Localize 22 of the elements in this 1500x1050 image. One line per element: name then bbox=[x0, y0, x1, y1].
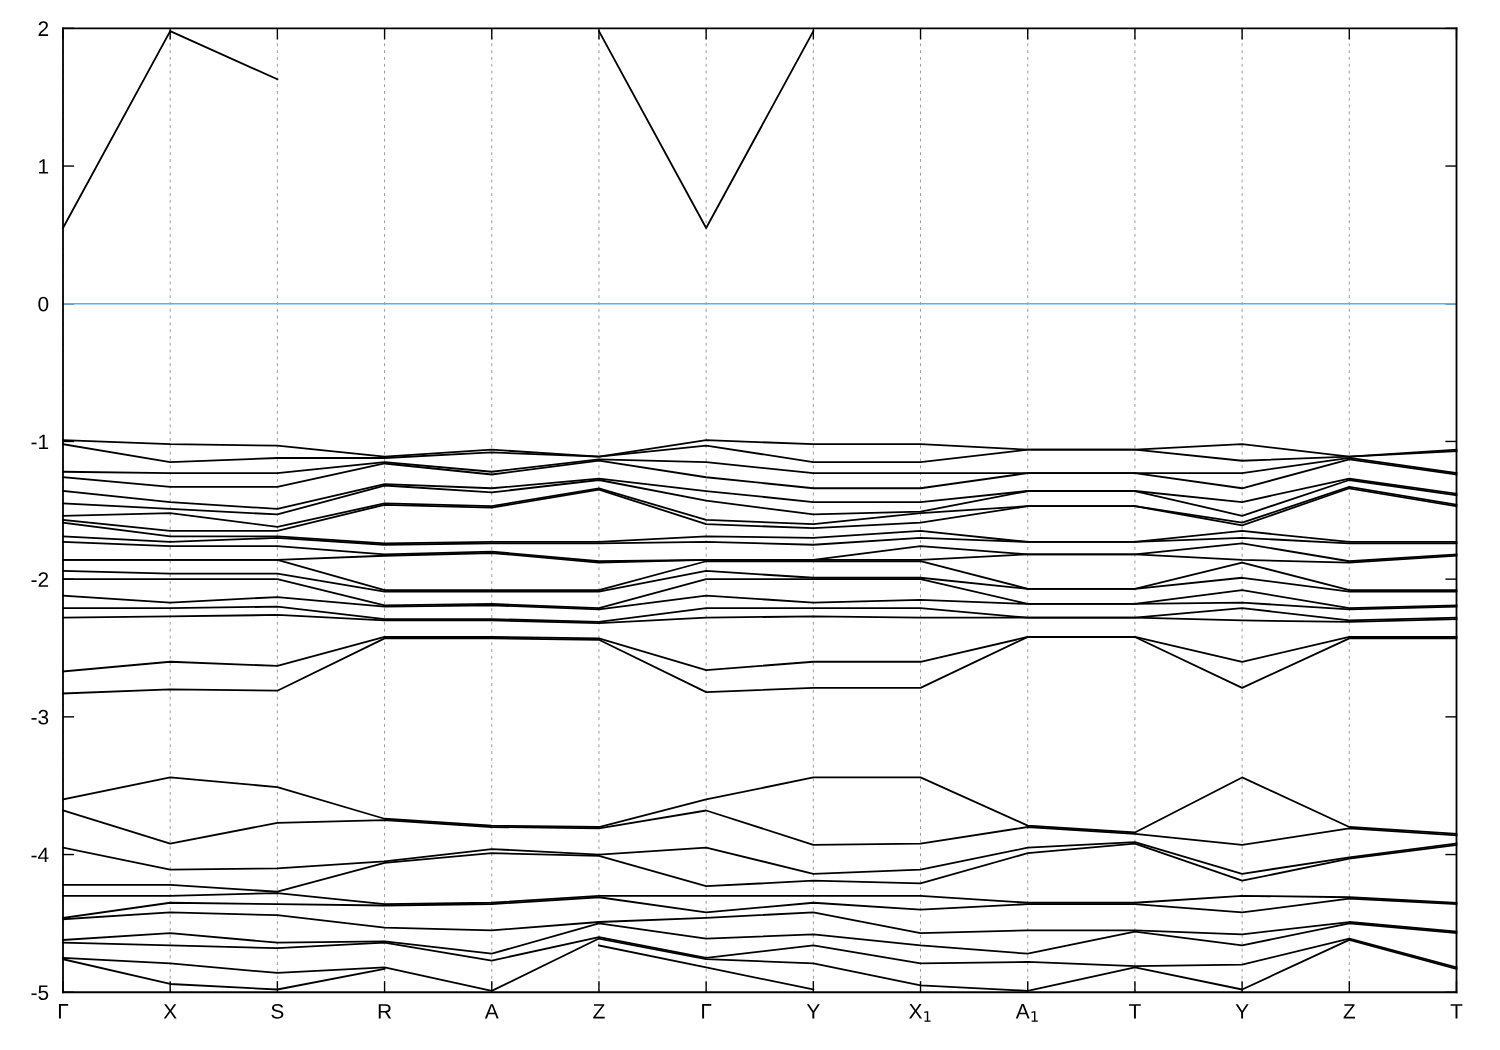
x-tick-label: Z bbox=[1343, 1004, 1356, 1019]
x-tick-label: T bbox=[1129, 1004, 1141, 1019]
y-tick-label: -1 bbox=[31, 434, 49, 449]
x-tick-label: A$_{1}$ bbox=[1015, 1004, 1038, 1022]
x-tick-label: S bbox=[271, 1003, 284, 1019]
x-tick-label: A bbox=[484, 1004, 499, 1019]
x-tick-label: Z bbox=[593, 1004, 605, 1019]
y-tick-label: 1 bbox=[39, 159, 49, 174]
y-tick-label: 0 bbox=[38, 296, 49, 312]
x-tick-label: Y bbox=[1235, 1004, 1249, 1019]
x-tick-label: Γ bbox=[58, 1004, 69, 1019]
y-tick-label: 2 bbox=[38, 21, 49, 36]
y-tick-label: -2 bbox=[31, 572, 49, 587]
x-tick-label: Y bbox=[806, 1004, 820, 1019]
x-tick-label: Γ bbox=[702, 1004, 712, 1019]
y-tick-label: -4 bbox=[31, 847, 49, 863]
x-tick-label: R bbox=[378, 1004, 392, 1019]
y-tick-label: -5 bbox=[31, 985, 49, 1000]
x-tick-label: X bbox=[163, 1004, 177, 1019]
x-tick-label: T bbox=[1450, 1004, 1463, 1019]
y-tick-label: -3 bbox=[31, 709, 49, 725]
x-tick-label: X$_{1}$ bbox=[909, 1004, 931, 1022]
